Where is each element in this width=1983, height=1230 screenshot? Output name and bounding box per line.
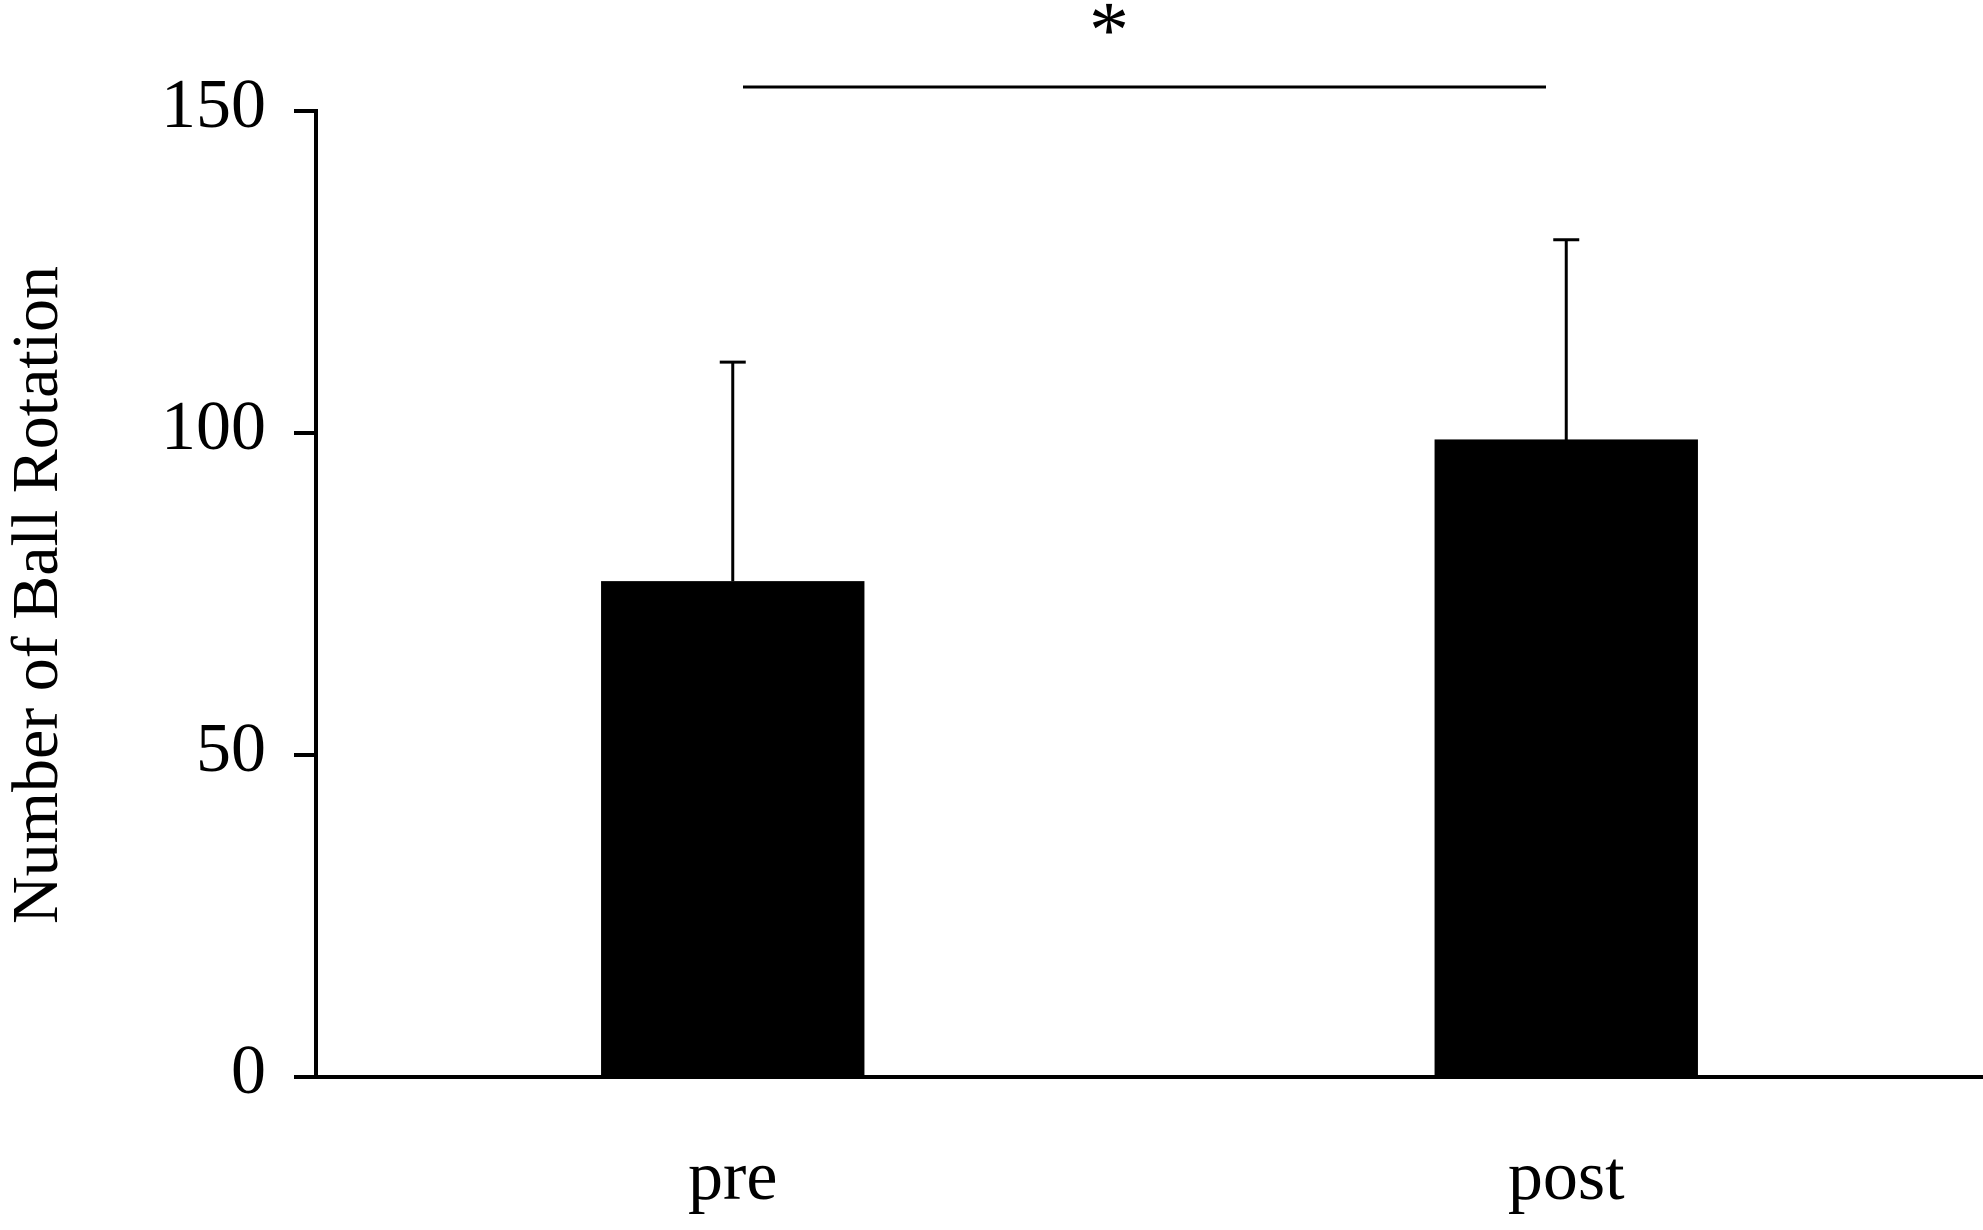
y-tick-label: 150 <box>161 66 266 143</box>
y-axis-label: Number of Ball Rotation <box>0 266 72 924</box>
bar <box>1434 439 1698 1077</box>
significance-annotation: * <box>1089 0 1129 74</box>
error-bar <box>1553 238 1580 440</box>
bar <box>601 581 865 1077</box>
y-tick-label: 50 <box>196 710 266 787</box>
y-tick-label: 100 <box>161 388 266 465</box>
x-tick-label: pre <box>688 1138 777 1215</box>
error-bar <box>719 360 746 582</box>
y-tick-label: 0 <box>231 1032 266 1109</box>
x-tick-label: post <box>1508 1138 1625 1215</box>
